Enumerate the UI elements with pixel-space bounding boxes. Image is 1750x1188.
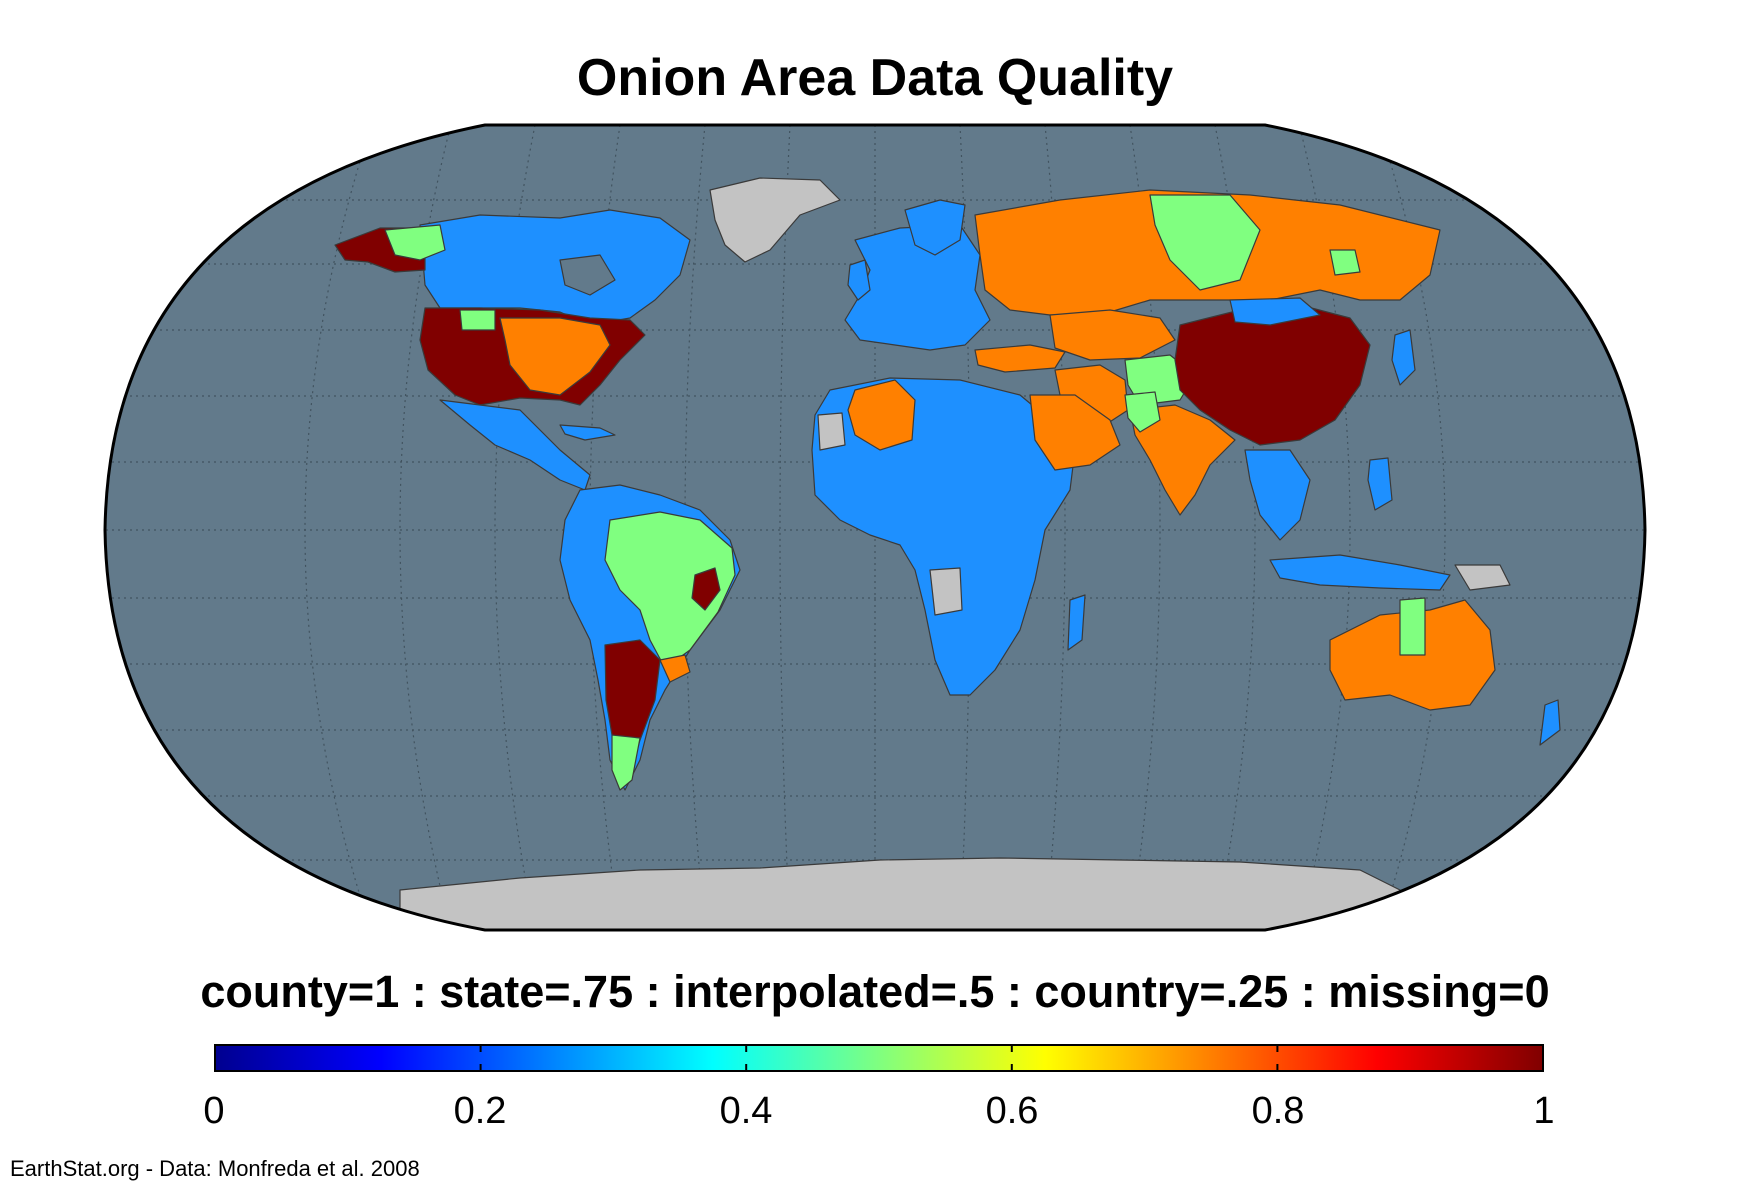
philippines bbox=[1367, 457, 1393, 511]
japan bbox=[1391, 329, 1416, 386]
map-frame bbox=[103, 123, 1647, 932]
patagonia bbox=[611, 734, 641, 791]
saudi-arabia bbox=[1029, 394, 1121, 471]
siberia-interpolated bbox=[1149, 194, 1261, 291]
brazil-county-patches bbox=[691, 567, 721, 611]
algeria bbox=[847, 379, 916, 451]
colorbar-tick-label: 0.8 bbox=[1251, 1090, 1305, 1132]
madagascar bbox=[1067, 594, 1086, 651]
new-zealand bbox=[1539, 699, 1561, 746]
western-sahara bbox=[817, 412, 846, 451]
australia-interpolated bbox=[1399, 597, 1426, 656]
data-credit: EarthStat.org - Data: Monfreda et al. 20… bbox=[10, 1156, 420, 1181]
far-east-interpolated bbox=[1329, 249, 1361, 276]
india bbox=[1129, 404, 1236, 516]
greenland bbox=[709, 177, 841, 263]
colorbar-tick-label: 0 bbox=[203, 1090, 225, 1132]
colorbar-tick-label: 0.6 bbox=[985, 1090, 1039, 1132]
usa-state-region bbox=[499, 317, 611, 396]
colorbar-tick-label: 1 bbox=[1533, 1090, 1555, 1132]
turkey bbox=[974, 344, 1066, 373]
mongolia bbox=[1229, 297, 1321, 326]
colorbar-tick-label: 0.4 bbox=[719, 1090, 773, 1132]
uruguay bbox=[659, 654, 691, 683]
colorbar-gradient bbox=[214, 1044, 1544, 1072]
mexico bbox=[439, 399, 591, 491]
legend-caption: county=1 : state=.75 : interpolated=.5 :… bbox=[200, 966, 1550, 1017]
united-kingdom bbox=[847, 259, 871, 301]
central-africa-missing bbox=[929, 567, 963, 616]
indonesia bbox=[1269, 554, 1451, 591]
cuba bbox=[559, 424, 616, 441]
usa-interpolated bbox=[459, 309, 496, 331]
brazil bbox=[604, 511, 736, 669]
hudson-bay bbox=[559, 254, 616, 296]
yukon bbox=[384, 224, 446, 261]
scandinavia bbox=[904, 199, 966, 256]
papua bbox=[1454, 564, 1511, 591]
pakistan bbox=[1124, 391, 1161, 433]
map-title: Onion Area Data Quality bbox=[576, 49, 1174, 107]
antarctica bbox=[399, 857, 1401, 930]
colorbar bbox=[214, 1044, 1544, 1072]
southeast-asia bbox=[1244, 449, 1311, 541]
colorbar-tick-label: 0.2 bbox=[453, 1090, 507, 1132]
kazakhstan bbox=[1049, 309, 1176, 361]
